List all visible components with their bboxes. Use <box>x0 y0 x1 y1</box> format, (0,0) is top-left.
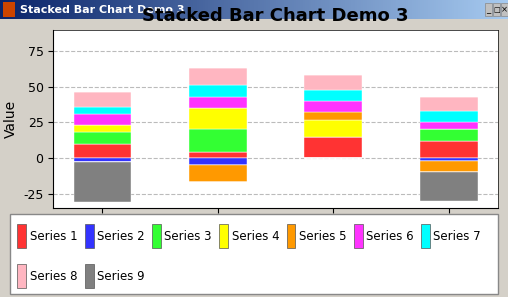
Text: Series 4: Series 4 <box>232 230 279 243</box>
Bar <box>189 108 247 129</box>
Bar <box>485 3 492 16</box>
Bar <box>189 68 247 85</box>
Bar <box>304 75 362 90</box>
Bar <box>304 112 362 119</box>
Bar <box>189 152 247 158</box>
Text: Series 2: Series 2 <box>97 230 145 243</box>
Text: _: _ <box>486 5 490 14</box>
Bar <box>74 92 131 107</box>
Text: Series 9: Series 9 <box>97 270 145 283</box>
Bar <box>420 129 478 141</box>
Bar <box>420 97 478 111</box>
Bar <box>189 85 247 97</box>
Text: Stacked Bar Chart Demo 3: Stacked Bar Chart Demo 3 <box>20 5 185 15</box>
Text: Series 3: Series 3 <box>164 230 212 243</box>
Bar <box>3 2 15 18</box>
Y-axis label: Value: Value <box>4 100 18 138</box>
Bar <box>420 141 478 158</box>
Bar <box>304 90 362 101</box>
Bar <box>354 224 363 248</box>
Bar <box>501 3 508 16</box>
Bar <box>17 224 26 248</box>
Bar <box>152 224 161 248</box>
Bar <box>420 111 478 122</box>
Bar <box>421 224 430 248</box>
Bar <box>420 172 478 201</box>
Text: ×: × <box>501 5 508 14</box>
Text: Series 8: Series 8 <box>29 270 77 283</box>
Bar <box>74 107 131 114</box>
Bar <box>74 125 131 132</box>
Bar <box>304 137 362 158</box>
Bar <box>189 129 247 152</box>
Bar <box>304 119 362 137</box>
Bar <box>74 158 131 162</box>
Bar <box>219 224 228 248</box>
Bar <box>189 158 247 165</box>
Bar <box>85 224 93 248</box>
Bar <box>74 114 131 125</box>
Bar <box>17 264 26 288</box>
Text: Series 5: Series 5 <box>299 230 346 243</box>
Text: □: □ <box>493 7 500 13</box>
Bar <box>189 97 247 108</box>
Bar <box>74 144 131 158</box>
Bar <box>74 132 131 144</box>
Text: Series 6: Series 6 <box>366 230 414 243</box>
Title: Stacked Bar Chart Demo 3: Stacked Bar Chart Demo 3 <box>142 7 409 25</box>
Bar <box>304 101 362 112</box>
Bar <box>420 122 478 129</box>
FancyBboxPatch shape <box>10 214 498 294</box>
Bar <box>74 162 131 202</box>
Bar <box>493 3 500 16</box>
Bar <box>420 161 478 172</box>
X-axis label: Category: Category <box>244 236 307 250</box>
Bar <box>287 224 296 248</box>
Text: Series 7: Series 7 <box>433 230 481 243</box>
Bar <box>85 264 93 288</box>
Bar <box>420 158 478 161</box>
Text: Series 1: Series 1 <box>29 230 77 243</box>
Bar <box>189 165 247 182</box>
